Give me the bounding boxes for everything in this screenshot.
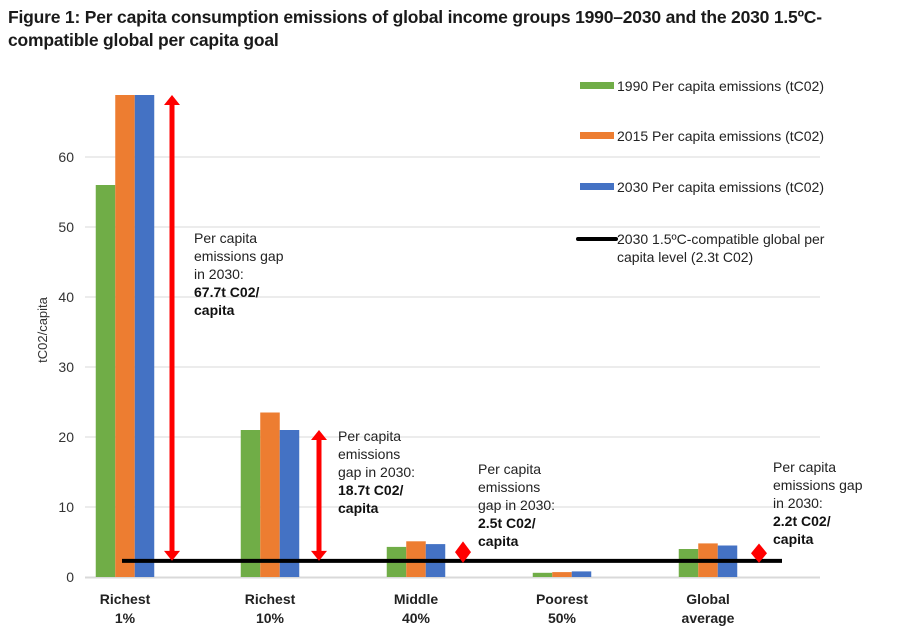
annotation-value: capita [194,302,235,318]
legend-label: 1990 Per capita emissions (tC02) [617,78,824,94]
bar-2-0 [134,95,155,577]
y-tick-label: 10 [58,499,74,515]
annotation-value: capita [338,500,379,516]
annotation-line: emissions [338,446,401,462]
y-tick-label: 50 [58,219,74,235]
annotation-line: emissions [478,479,541,495]
legend-label: 2030 Per capita emissions (tC02) [617,179,824,195]
bar-0-3 [532,572,553,577]
annotation-line: Per capita [773,459,837,475]
gap-annotation: Per capita emissions gap in 2030: 18.7t C02… [338,427,415,517]
bar-2-1 [279,430,300,577]
gap-annotation: Per capita emissions gap in 2030: 2.2t C02/… [773,458,863,548]
x-tick-label: Middle [394,591,439,607]
gap-annotation: Per capita emissions gap in 2030: 67.7t C02… [194,229,284,319]
gap-arrow [751,543,767,563]
annotation-value: capita [773,531,814,547]
gridlines [85,156,820,578]
x-axis: Richest 1% Richest 10% Middle 40% Poorest 50% Gl… [85,577,820,626]
y-tick-label: 20 [58,429,74,445]
chart-title: Figure 1: Per capita consumption emissio… [8,7,822,50]
legend-swatch [580,183,614,190]
bars [95,95,738,577]
gap-arrows [164,95,767,563]
gap-annotation: Per capita emissions gap in 2030: 2.5t C02/… [478,460,555,550]
annotation-value: capita [478,533,519,549]
x-tick-label: 1% [115,610,136,626]
x-tick-label: Global [686,591,730,607]
gap-arrow [311,430,327,561]
annotation-line: gap in 2030: [338,464,416,480]
gap-arrow-head-up [311,430,327,440]
y-axis-label: tC02/capita [35,296,50,363]
x-tick-label: 10% [256,610,285,626]
gap-arrow-diamond [751,543,767,563]
x-tick-label: 40% [402,610,431,626]
gap-arrow-head-down [311,550,327,561]
y-tick-label: 30 [58,359,74,375]
legend: 1990 Per capita emissions (tC02) 2015 Per… [576,78,825,265]
y-tick-label: 40 [58,289,74,305]
annotation-value: 2.2t C02/ [773,513,831,529]
legend-label: capita level (2.3t C02) [617,249,753,265]
x-tick-label: 50% [548,610,577,626]
bar-1-1 [260,412,280,577]
y-tick-label: 60 [58,149,74,165]
bar-1-0 [115,95,135,577]
x-tick-label: Richest [245,591,296,607]
gap-arrow [455,541,471,563]
x-tick-label: Richest [100,591,151,607]
gap-arrow-head-up [164,95,180,105]
bar-0-4 [678,549,699,577]
bar-0-0 [95,185,116,577]
annotation-line: Per capita [338,428,402,444]
annotation-line: emissions gap [194,248,284,264]
bar-2-3 [571,571,592,577]
x-tick-label: Poorest [536,591,588,607]
legend-label: 2030 1.5ºC-compatible global per [617,231,825,247]
gap-arrow-diamond [455,541,471,563]
annotation-line: in 2030: [773,495,823,511]
x-tick-label: average [682,610,735,626]
annotation-line: gap in 2030: [478,497,556,513]
y-tick-label: 0 [66,569,74,585]
annotation-value: 2.5t C02/ [478,515,536,531]
annotation-line: emissions gap [773,477,863,493]
annotation-value: 67.7t C02/ [194,284,260,300]
legend-label: 2015 Per capita emissions (tC02) [617,128,824,144]
legend-swatch [580,132,614,139]
annotation-line: Per capita [194,230,258,246]
annotation-line: in 2030: [194,266,244,282]
legend-swatch [580,82,614,89]
gap-arrow-head-down [164,550,180,561]
gap-arrow [164,95,180,561]
bar-0-1 [240,430,261,577]
y-axis: 0 10 20 30 40 50 60 tC02/capita [35,149,74,585]
annotation-line: Per capita [478,461,542,477]
annotation-value: 18.7t C02/ [338,482,404,498]
bar-1-3 [552,572,572,577]
